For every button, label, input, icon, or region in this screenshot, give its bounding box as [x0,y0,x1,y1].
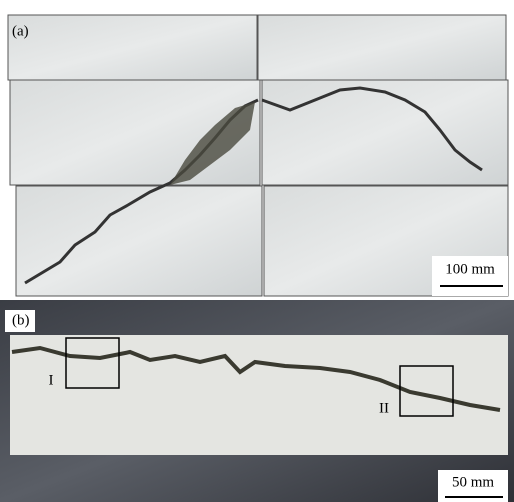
scale-bar-label: 50 mm [452,474,494,490]
crack [11,345,501,412]
scale-bar-label: 100 mm [445,261,495,277]
plate [261,79,509,186]
scale-box [432,256,508,296]
plate [15,185,263,297]
region-label: II [379,400,389,416]
panel-a: (a) 100 mm [7,14,509,297]
label-box [5,310,35,332]
crack [261,86,483,172]
region-label: I [49,372,54,388]
plate [7,14,258,81]
panel-label: (a) [12,23,29,39]
panel-label: (b) [12,312,30,328]
panel-b: I II (b) 50 mm [0,300,514,502]
region-box [65,337,120,389]
crack-damage [170,102,255,185]
region-box [399,365,454,417]
plate [257,14,507,81]
